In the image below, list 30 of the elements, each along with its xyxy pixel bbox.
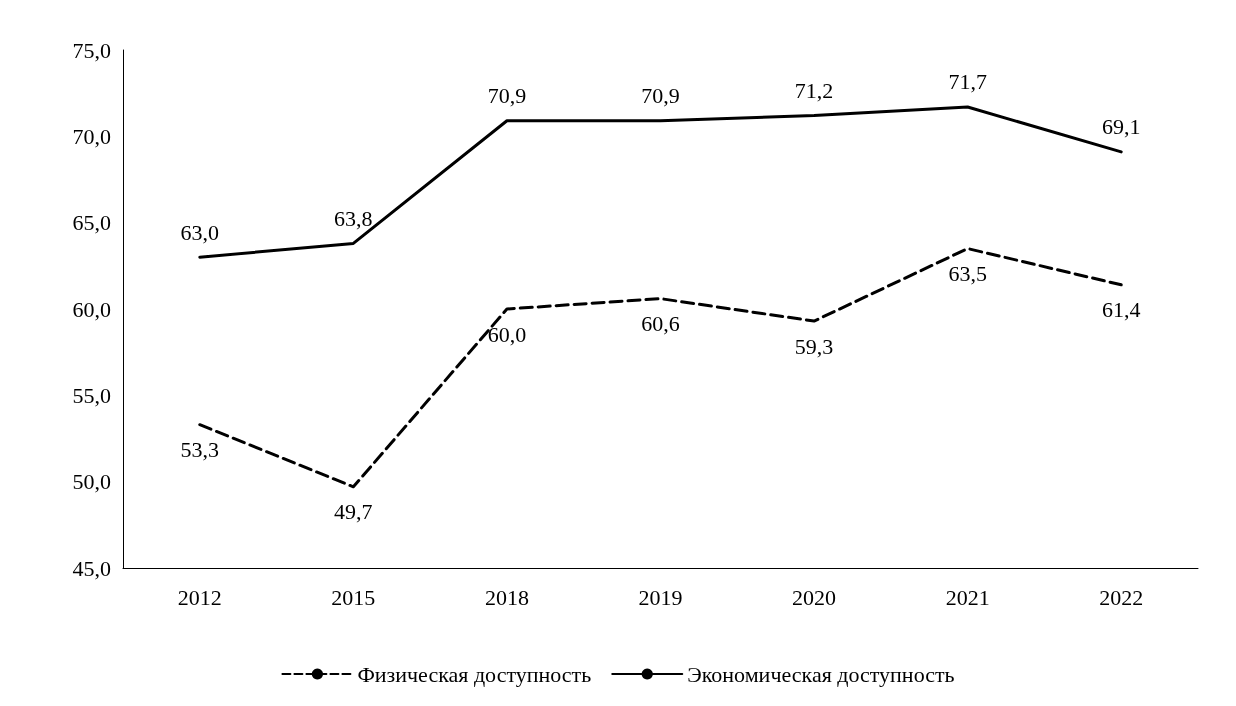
y-tick-label: 60,0: [72, 296, 111, 322]
x-tick-label: 2019: [638, 584, 683, 610]
data-label: 53,3: [180, 437, 220, 463]
y-tick-label: 70,0: [72, 123, 111, 149]
data-label: 63,5: [948, 261, 987, 287]
y-tick-label: 65,0: [72, 210, 111, 236]
y-tick-label: 55,0: [72, 382, 111, 408]
x-tick-label: 2012: [177, 584, 222, 610]
data-label: 60,0: [487, 321, 527, 347]
x-tick-label: 2020: [792, 584, 837, 610]
data-label: 70,9: [487, 83, 527, 109]
x-tick-label: 2015: [331, 584, 376, 610]
x-tick-label: 2022: [1099, 584, 1144, 610]
data-label: 61,4: [1101, 297, 1141, 323]
x-tick-label: 2018: [484, 584, 529, 610]
data-label: 63,0: [180, 219, 220, 245]
y-tick-label: 45,0: [72, 555, 111, 581]
legend-label: Экономическая доступность: [687, 661, 955, 687]
data-label: 63,8: [334, 205, 373, 231]
data-label: 49,7: [334, 499, 373, 525]
data-label: 59,3: [794, 333, 834, 359]
y-tick-label: 75,0: [72, 37, 111, 63]
x-tick-label: 2021: [945, 584, 990, 610]
data-label: 69,1: [1101, 114, 1141, 140]
legend-label: Физическая доступность: [357, 661, 592, 687]
data-label: 60,6: [641, 311, 680, 337]
y-tick-label: 50,0: [72, 469, 111, 495]
data-label: 71,2: [794, 78, 834, 104]
data-label: 71,7: [948, 69, 987, 95]
data-label: 70,9: [641, 83, 680, 109]
